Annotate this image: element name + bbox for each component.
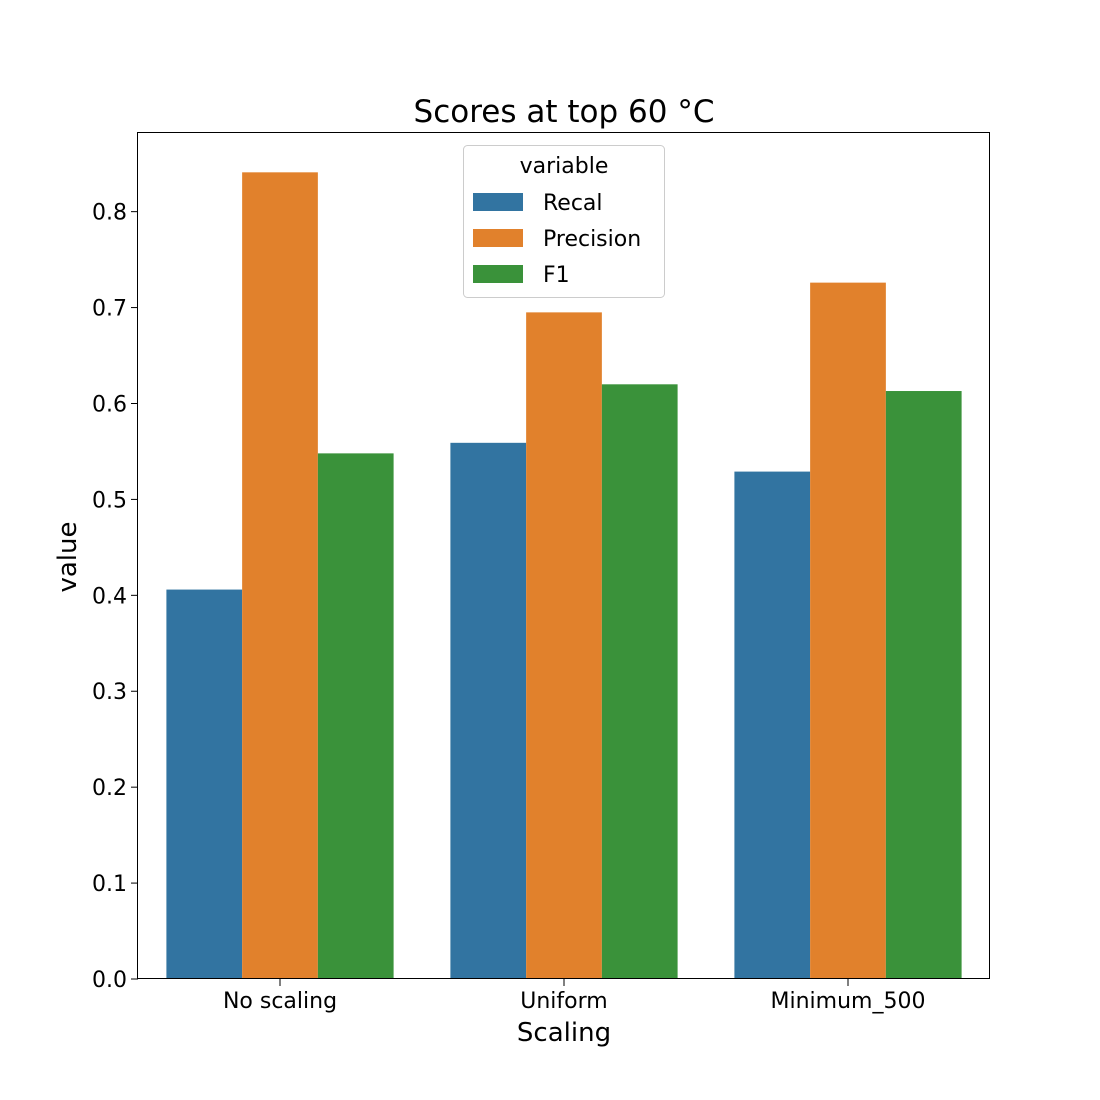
chart-title-text: Scores at top 60 °C <box>414 94 715 130</box>
bar-f1-uniform <box>601 384 678 979</box>
bar-precision-minimum-500 <box>810 282 886 979</box>
y-tick-label: 0.1 <box>92 872 127 897</box>
legend-swatch-recal <box>473 193 523 211</box>
bar-recal-uniform <box>450 442 527 980</box>
bar-precision-uniform <box>526 312 602 980</box>
legend-label-precision: Precision <box>543 227 641 252</box>
y-tick-label: 0.2 <box>92 776 127 801</box>
legend-label-f1: F1 <box>543 263 570 288</box>
x-axis-ticks: No scaling Uniform Minimum_500 <box>223 979 926 1014</box>
x-tick-label: Uniform <box>520 989 607 1014</box>
legend: variable Recal Precision F1 <box>463 145 665 298</box>
y-tick-label: 0.0 <box>92 968 127 993</box>
x-axis-title: Scaling <box>517 1018 611 1048</box>
y-axis-ticks: 0.0 0.1 0.2 0.3 0.4 0.5 0.6 0.7 0.8 <box>92 201 138 993</box>
y-tick-label: 0.5 <box>92 488 127 513</box>
legend-swatch-f1 <box>473 265 523 283</box>
y-tick-label: 0.7 <box>92 297 127 322</box>
bar-recal-minimum-500 <box>734 471 811 979</box>
legend-swatch-precision <box>473 229 523 247</box>
y-tick-label: 0.3 <box>92 680 127 705</box>
x-tick-label: No scaling <box>223 989 337 1014</box>
y-tick-label: 0.4 <box>92 584 127 609</box>
bar-f1-minimum-500 <box>885 391 962 980</box>
bar-f1-no-scaling <box>317 453 394 980</box>
bar-recal-no-scaling <box>166 589 243 979</box>
legend-title: variable <box>520 154 609 179</box>
bar-precision-no-scaling <box>242 172 318 979</box>
plot-frame <box>137 132 990 979</box>
legend-frame <box>463 145 665 298</box>
legend-label-recal: Recal <box>543 191 603 216</box>
y-axis-title: value <box>53 521 83 592</box>
y-tick-label: 0.8 <box>92 201 127 226</box>
x-tick-label: Minimum_500 <box>771 989 926 1014</box>
bars-group <box>166 172 962 980</box>
legend-items: Recal Precision F1 <box>473 191 641 288</box>
chart-title: Scores at top 60 °C <box>414 94 715 130</box>
y-tick-label: 0.6 <box>92 392 127 417</box>
